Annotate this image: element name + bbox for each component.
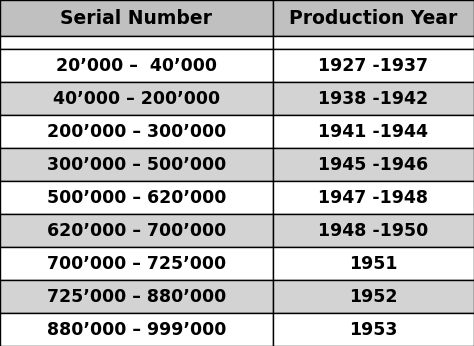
- Bar: [273, 49, 474, 82]
- Text: 1951: 1951: [349, 255, 398, 273]
- Text: 1948 -1950: 1948 -1950: [318, 222, 428, 240]
- Text: 40’000 – 200’000: 40’000 – 200’000: [53, 90, 220, 108]
- Bar: [0, 0, 273, 36]
- Bar: [0, 49, 273, 82]
- Text: 1945 -1946: 1945 -1946: [318, 156, 428, 174]
- Text: 500’000 – 620’000: 500’000 – 620’000: [46, 189, 226, 207]
- Text: 20’000 –  40’000: 20’000 – 40’000: [56, 57, 217, 75]
- Bar: [273, 214, 474, 247]
- Text: Serial Number: Serial Number: [60, 9, 212, 28]
- Bar: [273, 247, 474, 280]
- Bar: [273, 115, 474, 148]
- Bar: [0, 313, 273, 346]
- Bar: [0, 82, 273, 115]
- Bar: [0, 181, 273, 214]
- Text: 1938 -1942: 1938 -1942: [318, 90, 428, 108]
- Bar: [0, 148, 273, 181]
- Text: 1952: 1952: [349, 288, 398, 306]
- Text: 1927 -1937: 1927 -1937: [318, 57, 428, 75]
- Bar: [273, 0, 474, 36]
- Bar: [273, 181, 474, 214]
- Text: 1953: 1953: [349, 320, 398, 338]
- Text: Production Year: Production Year: [289, 9, 457, 28]
- Bar: [0, 115, 273, 148]
- Bar: [0, 247, 273, 280]
- Bar: [273, 82, 474, 115]
- Bar: [273, 313, 474, 346]
- Text: 200’000 – 300’000: 200’000 – 300’000: [46, 123, 226, 141]
- Text: 880’000 – 999’000: 880’000 – 999’000: [46, 320, 226, 338]
- Text: 1941 -1944: 1941 -1944: [318, 123, 428, 141]
- Bar: [0, 36, 273, 49]
- Text: 300’000 – 500’000: 300’000 – 500’000: [46, 156, 226, 174]
- Bar: [273, 36, 474, 49]
- Bar: [273, 148, 474, 181]
- Text: 1947 -1948: 1947 -1948: [318, 189, 428, 207]
- Text: 620’000 – 700’000: 620’000 – 700’000: [46, 222, 226, 240]
- Bar: [0, 280, 273, 313]
- Text: 700’000 – 725’000: 700’000 – 725’000: [47, 255, 226, 273]
- Bar: [0, 214, 273, 247]
- Bar: [273, 280, 474, 313]
- Text: 725’000 – 880’000: 725’000 – 880’000: [46, 288, 226, 306]
